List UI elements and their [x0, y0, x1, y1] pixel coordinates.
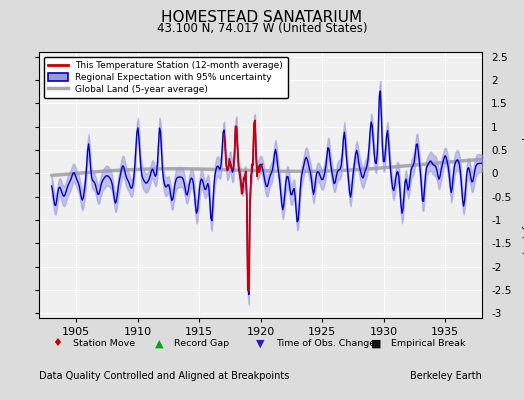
- Text: Data Quality Controlled and Aligned at Breakpoints: Data Quality Controlled and Aligned at B…: [39, 371, 290, 381]
- Text: Time of Obs. Change: Time of Obs. Change: [276, 339, 375, 348]
- Text: Station Move: Station Move: [72, 339, 135, 348]
- Text: ▲: ▲: [155, 338, 163, 348]
- Text: 43.100 N, 74.017 W (United States): 43.100 N, 74.017 W (United States): [157, 22, 367, 35]
- Text: ■: ■: [370, 338, 381, 348]
- Text: ♦: ♦: [52, 338, 62, 348]
- Text: Empirical Break: Empirical Break: [391, 339, 466, 348]
- Text: HOMESTEAD SANATARIUM: HOMESTEAD SANATARIUM: [161, 10, 363, 25]
- Text: Record Gap: Record Gap: [174, 339, 230, 348]
- Text: ▼: ▼: [256, 338, 265, 348]
- Text: Berkeley Earth: Berkeley Earth: [410, 371, 482, 381]
- Legend: This Temperature Station (12-month average), Regional Expectation with 95% uncer: This Temperature Station (12-month avera…: [44, 56, 288, 98]
- Y-axis label: Temperature Anomaly (°C): Temperature Anomaly (°C): [521, 116, 524, 254]
